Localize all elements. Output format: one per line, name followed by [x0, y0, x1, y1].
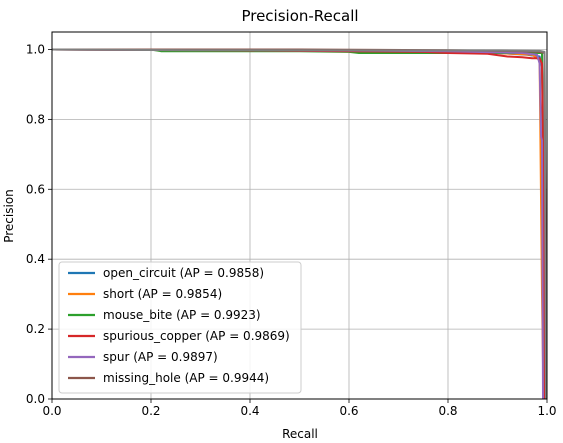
axes-frame — [51, 31, 548, 400]
legend-label: short (AP = 0.9854) — [103, 287, 222, 301]
y-axis-ticks: 0.0 0.2 0.4 0.6 0.8 1.0 — [26, 42, 52, 406]
y-tick-label: 0.8 — [26, 112, 45, 126]
legend-label: missing_hole (AP = 0.9944) — [103, 371, 269, 385]
y-tick-label: 0.2 — [26, 322, 45, 336]
series-lines — [51, 48, 547, 400]
x-tick-label: 0.4 — [240, 404, 259, 418]
y-tick-label: 1.0 — [26, 42, 45, 56]
legend: open_circuit (AP = 0.9858) short (AP = 0.… — [58, 261, 302, 394]
legend-label: spurious_copper (AP = 0.9869) — [103, 329, 290, 343]
legend-box — [58, 261, 302, 394]
y-tick-label: 0.6 — [26, 182, 45, 196]
legend-label: mouse_bite (AP = 0.9923) — [103, 308, 261, 322]
x-tick-label: 0.2 — [141, 404, 160, 418]
x-tick-label: 0.6 — [339, 404, 358, 418]
y-axis-label: Precision — [2, 189, 16, 243]
x-tick-label: 0.0 — [42, 404, 61, 418]
legend-label: spur (AP = 0.9897) — [103, 350, 218, 364]
y-tick-label: 0.0 — [26, 392, 45, 406]
x-axis-ticks: 0.0 0.2 0.4 0.6 0.8 1.0 — [42, 399, 557, 418]
x-tick-label: 0.8 — [438, 404, 457, 418]
y-tick-label: 0.4 — [26, 252, 45, 266]
x-tick-label: 1.0 — [537, 404, 556, 418]
chart-title: Precision-Recall — [241, 7, 358, 25]
series-line-7 — [51, 48, 547, 400]
legend-label: open_circuit (AP = 0.9858) — [103, 266, 264, 280]
x-axis-label: Recall — [282, 427, 318, 441]
